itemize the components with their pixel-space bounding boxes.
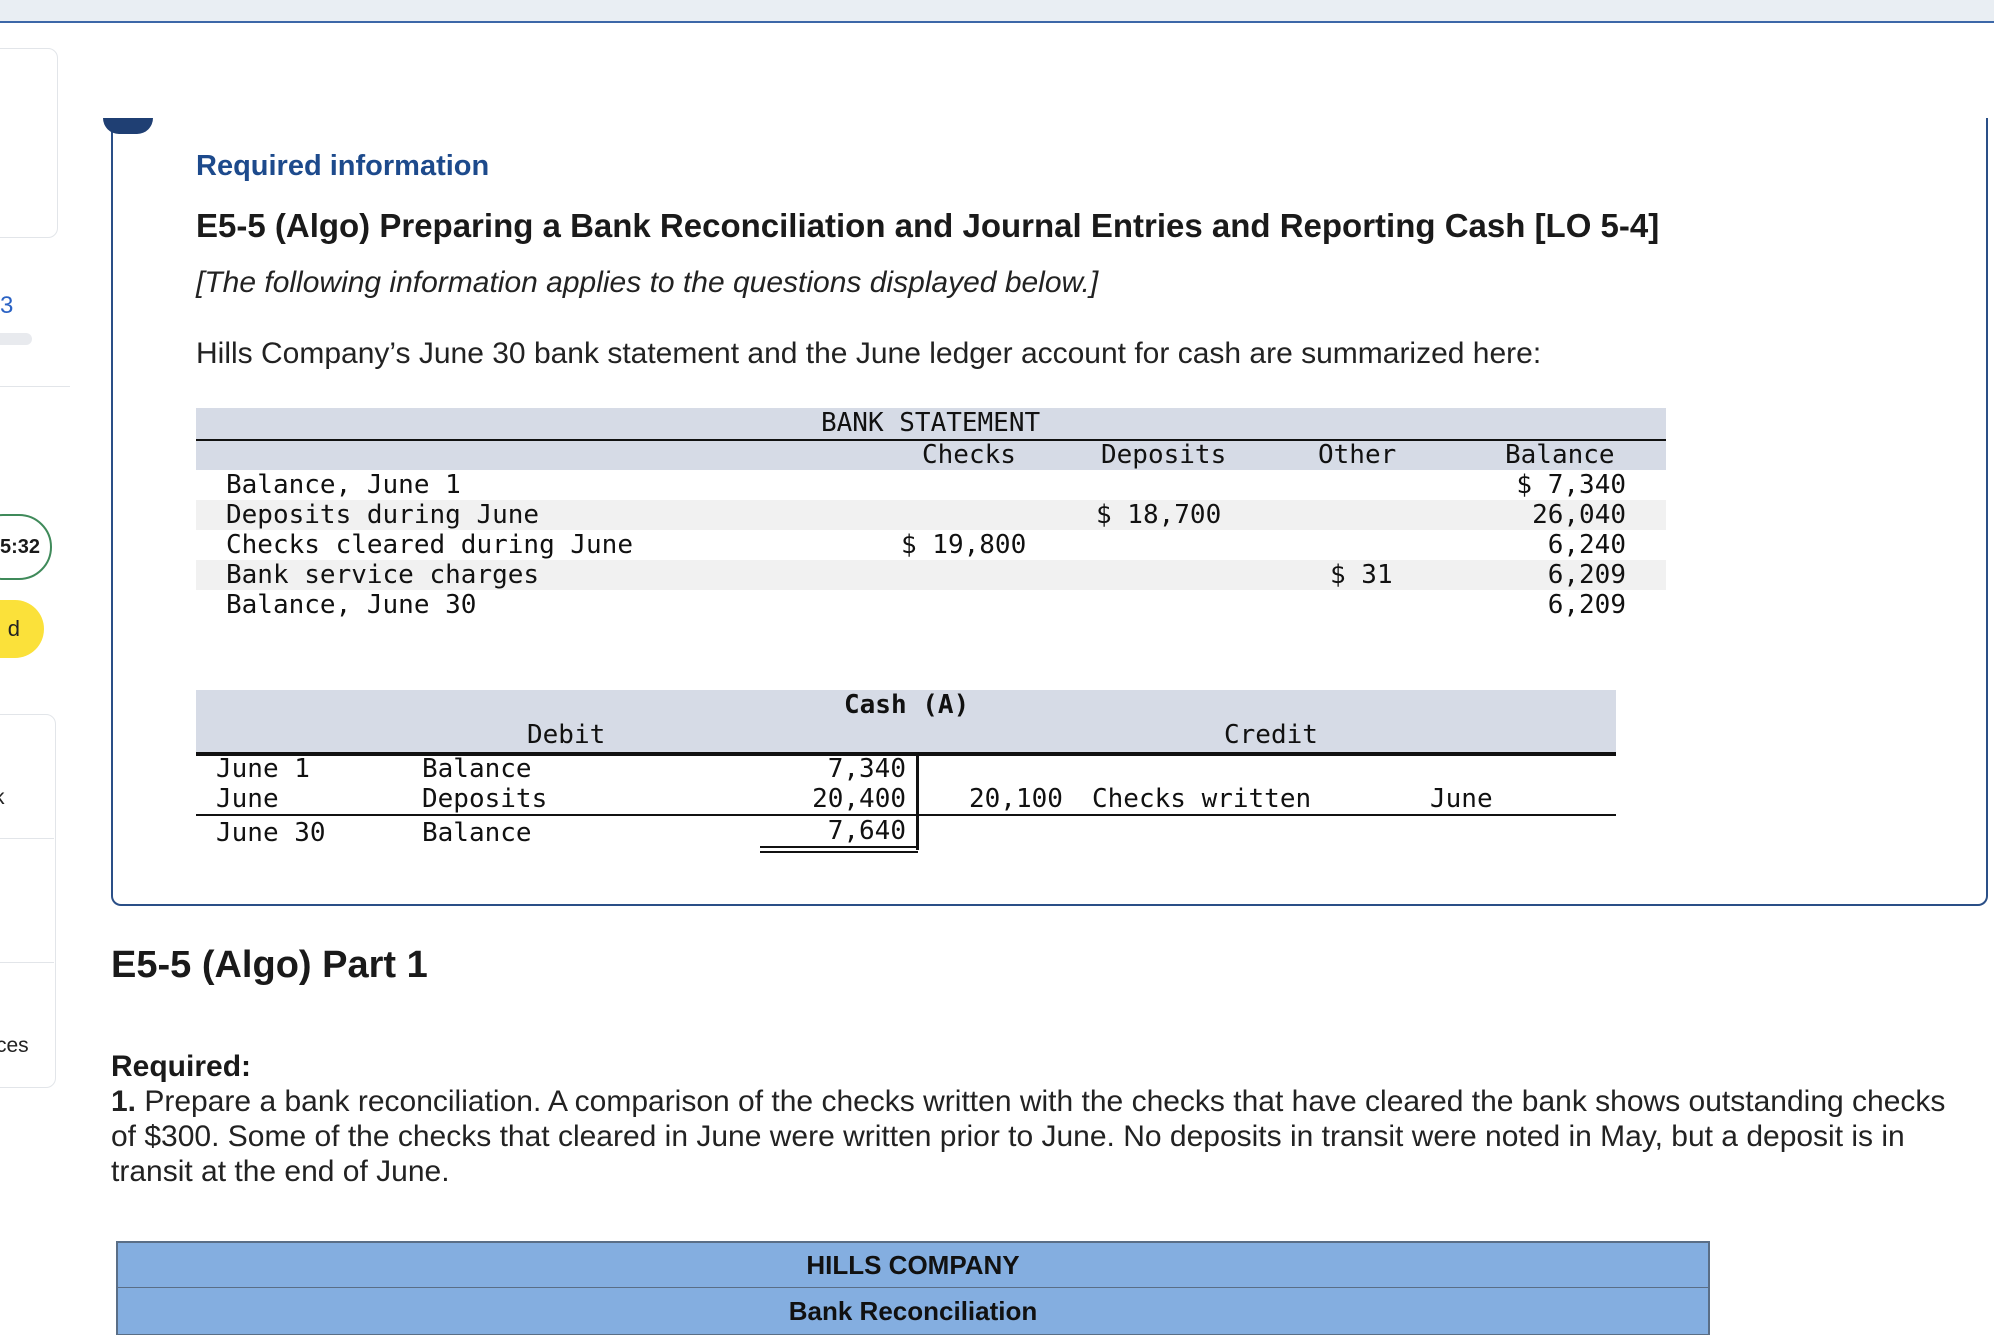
panel-corner-tab [103, 118, 153, 134]
ending-date: June 30 [216, 818, 326, 848]
item-text: Prepare a bank reconciliation. A compari… [111, 1085, 1946, 1188]
item-number: 1. [111, 1085, 137, 1118]
table-row: Balance, June 1 $ 7,340 [196, 470, 1666, 500]
credit-amount: 20,100 [969, 784, 1063, 814]
row-other: $ 31 [1330, 560, 1393, 590]
t-account-mid-rule [196, 814, 1616, 816]
required-text: 1. Prepare a bank reconciliation. A comp… [111, 1084, 1961, 1189]
row-balance: $ 7,340 [1516, 470, 1626, 500]
intro-text: Hills Company’s June 30 bank statement a… [196, 337, 1542, 370]
required-info-panel [111, 118, 1988, 906]
cash-account-title: Cash (A) [844, 690, 970, 720]
timer-badge: 5:32 [0, 514, 52, 580]
status-pill[interactable]: d [0, 600, 44, 658]
debit-date: June 1 [216, 754, 310, 784]
exercise-title: E5-5 (Algo) Preparing a Bank Reconciliat… [196, 207, 1660, 244]
timer-text: 5:32 [0, 535, 40, 558]
double-underline [760, 851, 918, 853]
row-balance: 26,040 [1532, 500, 1626, 530]
debit-date: June [216, 784, 279, 814]
debit-amount: 20,400 [812, 784, 906, 814]
recon-company: HILLS COMPANY [116, 1241, 1710, 1288]
status-pill-label: d [7, 616, 20, 641]
debit-amount: 7,340 [827, 754, 906, 784]
debit-desc: Deposits [422, 784, 548, 814]
t-account-divider [916, 752, 919, 850]
rail-separator [0, 962, 54, 963]
row-balance: 6,240 [1547, 530, 1626, 560]
col-checks: Checks [922, 440, 1016, 470]
required-label: Required: [111, 1050, 252, 1083]
row-label: Balance, June 30 [226, 590, 477, 620]
table-row: Checks cleared during June $ 19,800 6,24… [196, 530, 1666, 560]
t-account-top-rule [196, 752, 1616, 756]
progress-bar [0, 333, 32, 345]
table-row: Deposits during June $ 18,700 26,040 [196, 500, 1666, 530]
row-balance: 6,209 [1547, 590, 1626, 620]
row-deposits: $ 18,700 [1096, 500, 1222, 530]
reconciliation-table: HILLS COMPANY Bank Reconciliation [116, 1241, 1710, 1335]
bank-header-rule [196, 439, 1666, 441]
col-deposits: Deposits [1101, 440, 1227, 470]
col-balance: Balance [1505, 440, 1615, 470]
top-bar [0, 0, 1994, 23]
double-underline [760, 846, 918, 848]
part-title: E5-5 (Algo) Part 1 [111, 944, 428, 986]
row-label: Bank service charges [226, 560, 540, 590]
debit-desc: Balance [422, 754, 532, 784]
applies-note: [The following information applies to th… [196, 266, 1099, 299]
question-number[interactable]: 3 [0, 292, 14, 319]
recon-subtitle: Bank Reconciliation [116, 1288, 1710, 1335]
ending-desc: Balance [422, 818, 532, 848]
table-row: Bank service charges $ 31 6,209 [196, 560, 1666, 590]
rail-item-label[interactable]: k [0, 786, 5, 810]
rail-card-bottom [0, 714, 56, 1088]
row-label: Checks cleared during June [226, 530, 633, 560]
rail-divider [0, 386, 70, 387]
row-balance: 6,209 [1547, 560, 1626, 590]
bank-statement-title: BANK STATEMENT [821, 408, 1041, 438]
resources-label[interactable]: ces [0, 1034, 29, 1057]
credit-label: Credit [1224, 720, 1318, 750]
ending-amount: 7,640 [827, 816, 906, 846]
row-label: Balance, June 1 [226, 470, 461, 500]
col-other: Other [1318, 440, 1397, 470]
row-label: Deposits during June [226, 500, 540, 530]
row-checks: $ 19,800 [901, 530, 1027, 560]
cash-header-band [196, 690, 1616, 752]
rail-separator [0, 838, 54, 839]
debit-label: Debit [527, 720, 606, 750]
credit-date: June [1430, 784, 1493, 814]
required-info-heading: Required information [196, 150, 490, 182]
table-row: Balance, June 30 6,209 [196, 590, 1666, 620]
credit-desc: Checks written [1092, 784, 1312, 814]
rail-card-top [0, 48, 58, 238]
